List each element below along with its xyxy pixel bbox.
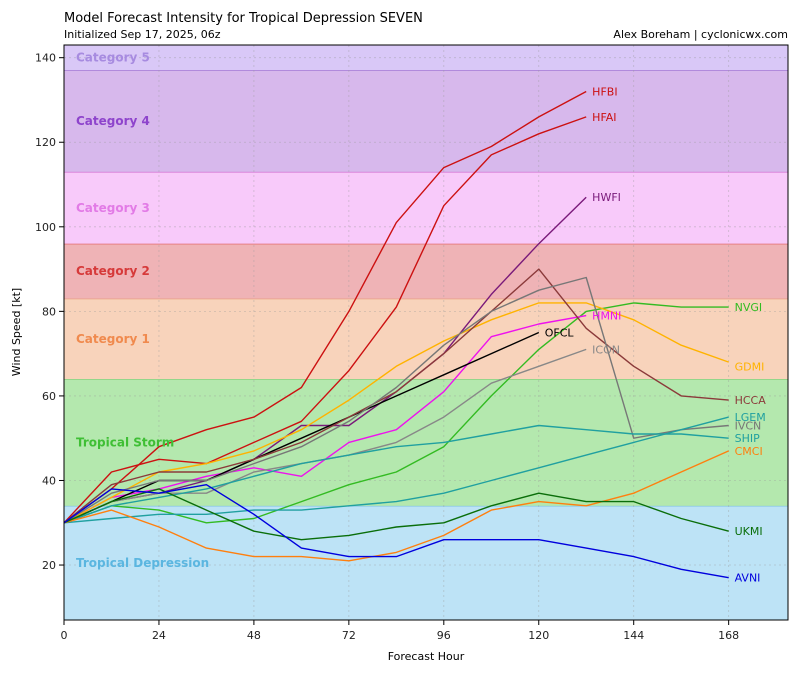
series-label-lgem: LGEM: [735, 411, 766, 424]
band-label-category-4: Category 4: [76, 114, 150, 128]
x-tick-label-144: 144: [623, 629, 644, 642]
series-line-hfai: [63, 116, 587, 524]
y-axis-ticks: 20 40 60 80 100 120 140: [35, 52, 64, 572]
band-labels: Tropical Depression Tropical Storm Categor…: [76, 51, 209, 570]
category-bands: [64, 45, 788, 620]
plot-frame: [63, 44, 789, 621]
y-axis-label: Wind Speed [kt]: [10, 288, 23, 376]
x-tick-label-120: 120: [528, 629, 549, 642]
series-line-ship: [63, 424, 729, 524]
chart-title: Model Forecast Intensity for Tropical De…: [64, 11, 423, 26]
series-label-icon: ICON: [592, 343, 620, 356]
series-label-ukmi: UKMI: [735, 525, 763, 538]
series-line-gdmi: [63, 302, 729, 524]
series-line-ivcn: [63, 276, 729, 524]
series-line-hcca: [63, 268, 729, 524]
chart-subtitle: Initialized Sep 17, 2025, 06z: [64, 28, 221, 41]
series-label-hmni: HMNI: [592, 310, 621, 323]
x-axis-ticks: 0 24 48 72 96 120 144 168: [61, 620, 739, 642]
series-label-ivcn: IVCN: [735, 420, 762, 433]
series-label-nvgi: NVGI: [735, 301, 763, 314]
series-line-avni: [63, 484, 729, 579]
band-category-1: [64, 298, 788, 380]
y-tick-label-80: 80: [42, 305, 56, 318]
x-tick-label-24: 24: [152, 629, 166, 642]
y-tick-label-60: 60: [42, 390, 56, 403]
x-tick-label-0: 0: [61, 629, 68, 642]
series-label-hfai: HFAI: [592, 111, 616, 124]
chart-credit: Alex Boreham | cyclonicwx.com: [613, 28, 788, 41]
series-labels: HFBI HFAI HWFI NVGI HMNI OFCL ICON GDMI HCCA LGEM…: [545, 86, 767, 585]
x-tick-label-48: 48: [247, 629, 261, 642]
series-label-ship: SHIP: [735, 432, 760, 445]
x-axis-label: Forecast Hour: [388, 650, 465, 663]
series-label-hfbi: HFBI: [592, 86, 617, 99]
series-label-ofcl: OFCL: [545, 327, 575, 340]
band-label-tropical-depression: Tropical Depression: [76, 556, 209, 570]
band-tropical-storm: [64, 379, 788, 506]
band-label-category-2: Category 2: [76, 264, 150, 278]
series-label-hcca: HCCA: [735, 394, 767, 407]
band-label-category-5: Category 5: [76, 51, 150, 65]
band-category-3: [64, 171, 788, 244]
y-tick-label-140: 140: [35, 52, 56, 65]
series-label-gdmi: GDMI: [735, 360, 765, 373]
band-label-category-1: Category 1: [76, 332, 150, 346]
x-tick-label-168: 168: [718, 629, 739, 642]
band-category-5: [64, 45, 788, 71]
y-tick-label-40: 40: [42, 474, 56, 487]
band-category-2: [64, 243, 788, 299]
x-tick-label-72: 72: [342, 629, 356, 642]
band-label-category-3: Category 3: [76, 201, 150, 215]
series-label-hwfi: HWFI: [592, 191, 621, 204]
series-line-lgem: [63, 416, 729, 524]
x-tick-label-96: 96: [437, 629, 451, 642]
series-line-ukmi: [63, 488, 729, 541]
series-lines: [63, 90, 729, 579]
series-line-hfbi: [63, 90, 587, 524]
series-label-cmci: CMCI: [735, 445, 763, 458]
series-label-avni: AVNI: [735, 572, 761, 585]
series-line-cmci: [63, 450, 729, 562]
band-category-4: [64, 70, 788, 172]
y-tick-label-20: 20: [42, 559, 56, 572]
y-tick-label-100: 100: [35, 221, 56, 234]
band-label-tropical-storm: Tropical Storm: [76, 435, 174, 449]
y-tick-label-120: 120: [35, 136, 56, 149]
